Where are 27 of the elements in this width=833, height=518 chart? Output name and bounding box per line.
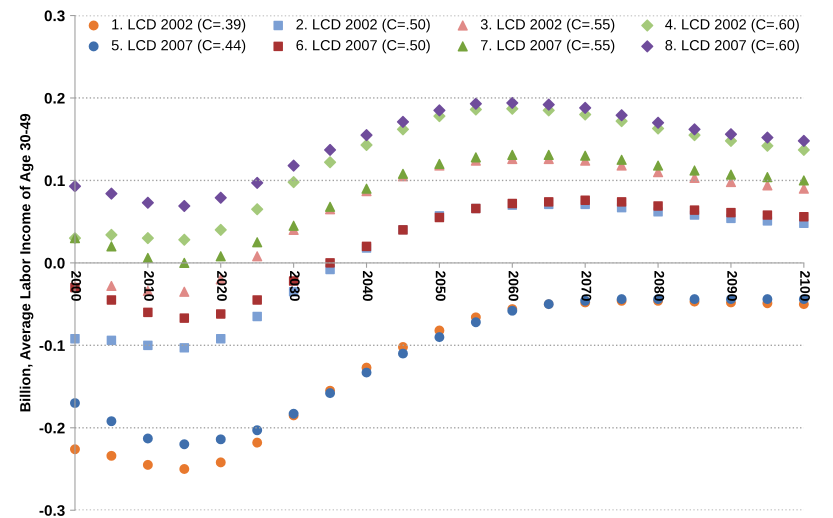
x-tick-label: 2070 (581, 271, 592, 301)
legend-label: 4. LCD 2002 (C=.60) (665, 18, 799, 32)
x-tick-label: 2060 (508, 271, 518, 301)
y-tick-label: 0.3 (44, 10, 65, 22)
legend-label: 1. LCD 2002 (C=.39) (112, 18, 246, 32)
x-tick-label: 2100 (800, 271, 810, 301)
legend-label: 3. LCD 2002 (C=.55) (480, 18, 614, 32)
y-tick-label: -0.1 (40, 340, 65, 352)
legend-label: 7. LCD 2007 (C=.55) (480, 40, 614, 54)
x-tick-label: 2040 (362, 271, 373, 301)
y-tick-label: -0.2 (40, 422, 65, 434)
y-tick-label: 0.0 (44, 258, 65, 269)
x-tick-label: 2020 (217, 271, 227, 301)
legend-label: 6. LCD 2007 (C=.50) (296, 40, 430, 54)
legend-label: 2. LCD 2002 (C=.50) (296, 18, 430, 32)
x-tick-label: 2080 (654, 271, 664, 301)
legend-label: 5. LCD 2007 (C=.44) (112, 40, 246, 54)
legend-label: 8. LCD 2007 (C=.60) (665, 40, 799, 54)
x-tick-label: 2090 (727, 271, 738, 301)
y-tick-label: 0.1 (44, 175, 65, 186)
x-tick-label: 2000 (71, 271, 82, 301)
y-tick-label: 0.2 (44, 92, 65, 104)
x-tick-label: 2050 (436, 271, 446, 301)
x-tick-label: 2010 (144, 271, 154, 301)
x-tick-label: 2030 (290, 271, 300, 301)
y-axis-title: Billion, Average Labor Income of Age 30-49 (20, 114, 34, 412)
y-tick-label: -0.3 (40, 505, 65, 516)
